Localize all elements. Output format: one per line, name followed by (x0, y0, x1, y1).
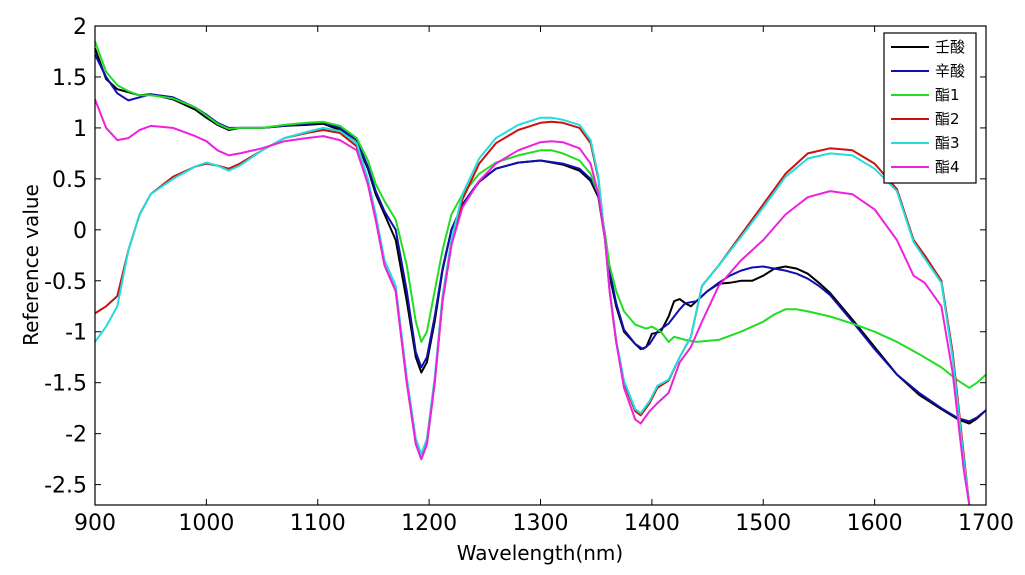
y-tick-label: -2.5 (44, 474, 87, 499)
x-tick-label: 1000 (178, 511, 234, 536)
y-tick-label: 2 (73, 15, 87, 40)
x-tick-label: 1200 (401, 511, 457, 536)
y-tick-label: 0 (73, 219, 87, 244)
y-axis: -2.5 -2 -1.5 -1 -0.5 0 0.5 1 1.5 2 (44, 15, 986, 499)
y-tick-label: 1.5 (52, 66, 87, 91)
legend-label-5: 酯3 (935, 134, 960, 152)
x-axis: 900 1000 1100 1200 1300 1400 1500 1600 1700 (74, 26, 1014, 536)
legend-label-1: 壬酸 (935, 38, 965, 56)
x-tick-label: 1600 (847, 511, 903, 536)
series-line-6 (94, 99, 971, 506)
y-axis-label: Reference value (19, 184, 43, 346)
x-axis-label: Wavelength(nm) (457, 541, 623, 565)
legend-label-2: 辛酸 (935, 62, 965, 80)
x-tick-label: 1100 (290, 511, 346, 536)
y-tick-label: -1 (65, 321, 87, 346)
x-tick-label: 900 (74, 511, 116, 536)
x-tick-label: 1500 (735, 511, 791, 536)
y-tick-label: 0.5 (52, 168, 87, 193)
plot-area (95, 26, 986, 505)
series-line-4 (94, 120, 971, 506)
legend-label-3: 酯1 (935, 86, 960, 104)
series-line-3 (94, 40, 987, 389)
legend-label-6: 酯4 (935, 158, 960, 176)
y-tick-label: -2 (65, 423, 87, 448)
y-tick-label: 1 (73, 117, 87, 142)
series-line-5 (94, 116, 971, 506)
legend-label-4: 酯2 (935, 110, 960, 128)
y-tick-label: -1.5 (44, 372, 87, 397)
x-tick-label: 1700 (958, 511, 1014, 536)
x-tick-label: 1400 (624, 511, 680, 536)
x-tick-label: 1300 (513, 511, 569, 536)
legend-box (883, 32, 977, 184)
y-tick-label: -0.5 (44, 270, 87, 295)
series-layer (94, 40, 987, 506)
